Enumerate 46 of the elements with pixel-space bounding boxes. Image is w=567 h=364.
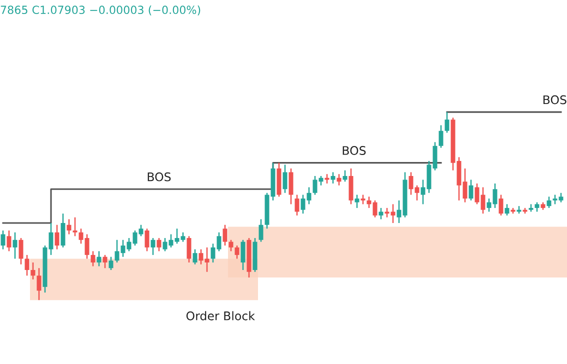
candlestick xyxy=(294,194,300,216)
candlestick xyxy=(444,111,450,134)
candlestick xyxy=(228,239,234,252)
candlestick xyxy=(192,248,198,265)
candlestick xyxy=(54,224,60,250)
text: 7865 C1.07903 −0.00003 (−0.00%) xyxy=(0,5,200,16)
candlestick xyxy=(240,239,246,271)
candlestick xyxy=(222,224,228,246)
candlestick xyxy=(24,254,30,276)
candlestick xyxy=(60,212,66,248)
candlestick xyxy=(504,204,510,216)
candlestick xyxy=(108,256,114,271)
candlestick xyxy=(330,172,336,184)
candlestick xyxy=(150,237,156,256)
annotation: BOS xyxy=(342,146,366,155)
candlestick xyxy=(6,230,12,252)
candlestick xyxy=(30,262,36,280)
candlestick xyxy=(288,168,294,205)
candlestick xyxy=(90,250,96,267)
candlestick xyxy=(102,254,108,269)
candlestick xyxy=(546,196,552,209)
text: Order Block xyxy=(186,311,255,320)
candlestick xyxy=(258,218,264,242)
candlestick xyxy=(342,170,348,182)
candlestick xyxy=(144,228,150,252)
candlestick xyxy=(354,194,360,209)
candlestick xyxy=(468,179,474,202)
candlestick xyxy=(438,124,444,148)
candlestick xyxy=(378,207,384,220)
candlestick xyxy=(186,236,192,264)
candlestick xyxy=(0,230,6,250)
candlestick xyxy=(234,244,240,260)
candlestick xyxy=(156,237,162,252)
candlestick xyxy=(360,194,366,205)
candlestick xyxy=(18,237,24,265)
candlestick xyxy=(36,267,42,301)
candlestick xyxy=(72,216,78,237)
candlestick xyxy=(534,202,540,212)
candlestick xyxy=(66,218,72,235)
candlestick xyxy=(336,173,342,186)
candlestick xyxy=(12,232,18,260)
annotation: BOS xyxy=(148,172,171,182)
annotation: BOS xyxy=(543,95,566,104)
candlestick xyxy=(96,250,102,267)
candlestick xyxy=(498,194,504,216)
candlestick xyxy=(282,164,288,194)
